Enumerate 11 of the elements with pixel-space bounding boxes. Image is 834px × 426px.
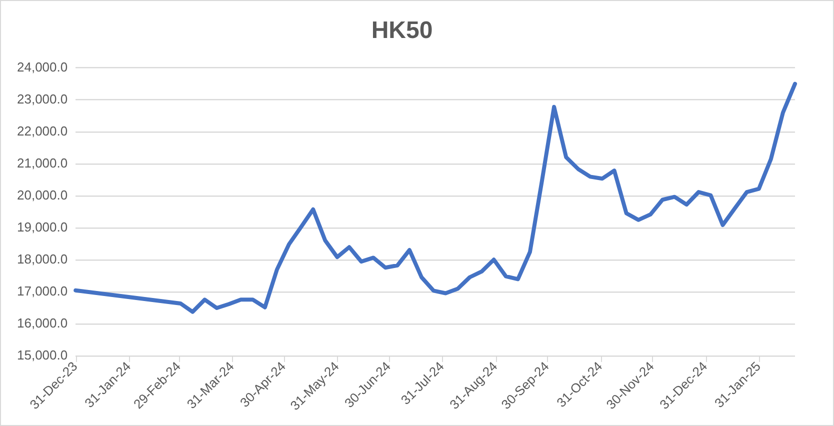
y-tick-label: 15,000.0 — [16, 348, 68, 363]
y-tick-label: 18,000.0 — [16, 252, 68, 267]
y-tick-label: 20,000.0 — [16, 187, 68, 202]
chart-title: HK50 — [371, 17, 433, 44]
y-tick-label: 19,000.0 — [16, 220, 68, 235]
y-tick-label: 23,000.0 — [16, 91, 68, 106]
y-tick-label: 17,000.0 — [16, 284, 68, 299]
y-tick-label: 24,000.0 — [16, 59, 68, 74]
y-tick-label: 21,000.0 — [16, 155, 68, 170]
y-tick-label: 16,000.0 — [16, 316, 68, 331]
y-tick-label: 22,000.0 — [16, 123, 68, 138]
